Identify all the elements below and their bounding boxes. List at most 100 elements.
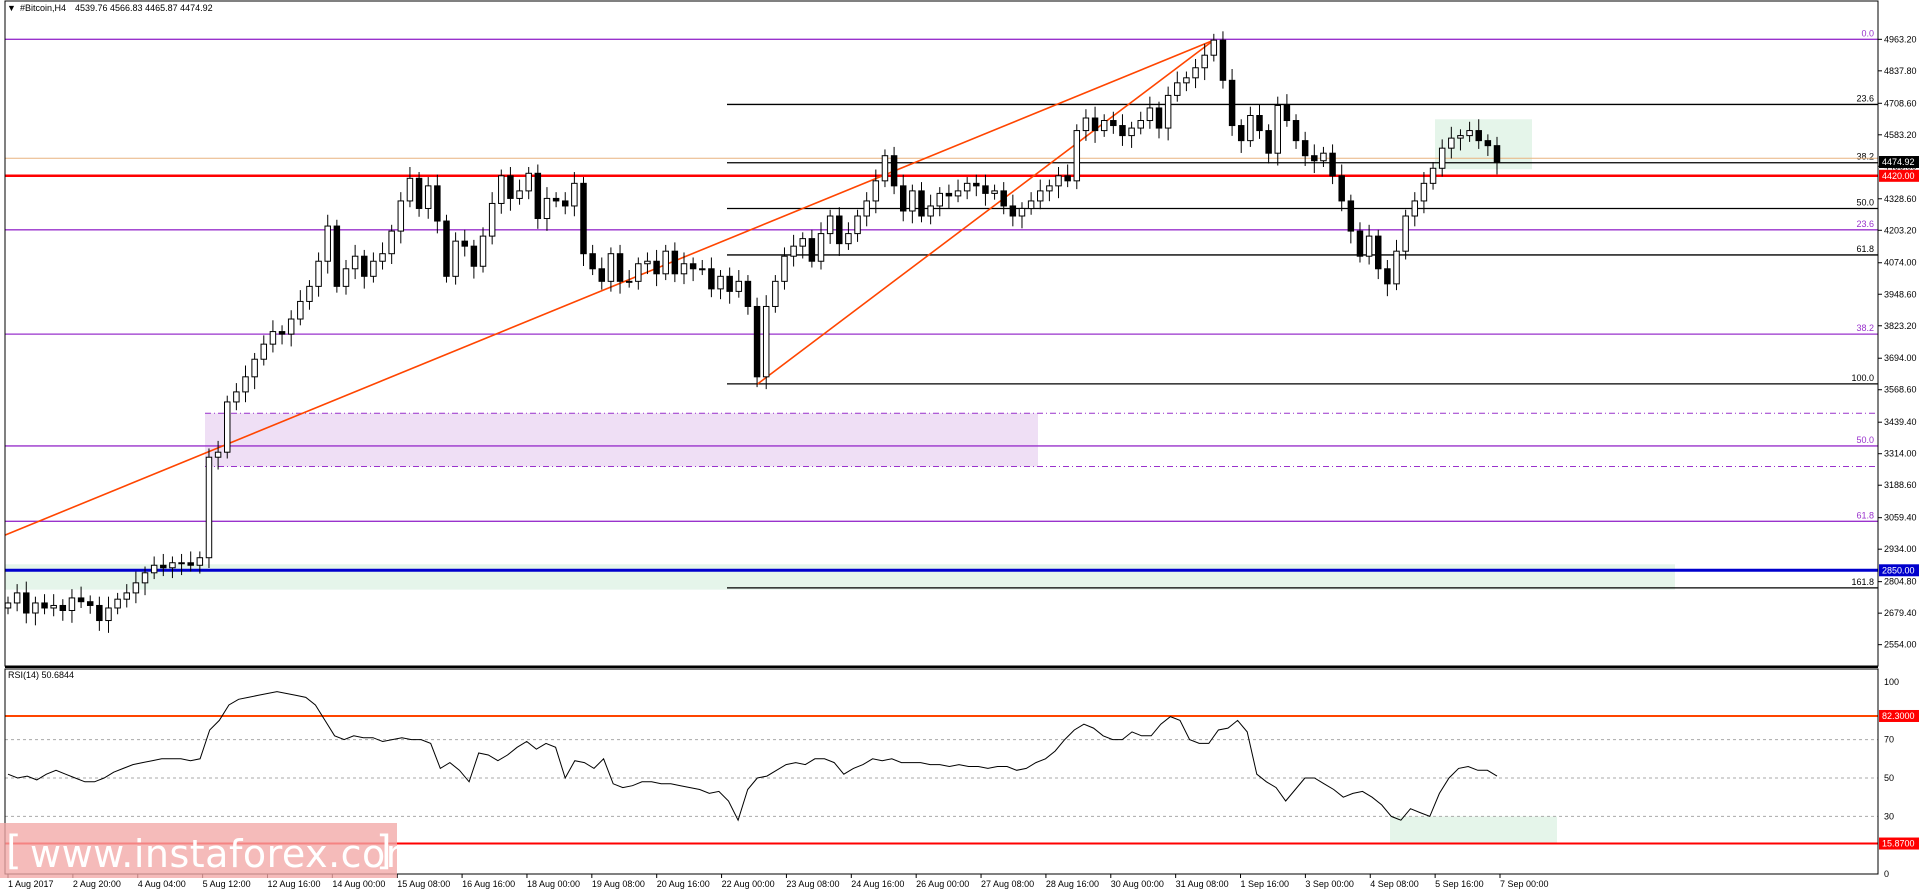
candle-body <box>342 268 350 287</box>
collapse-arrow-icon[interactable]: ▼ <box>7 3 16 13</box>
watermark-bracket-left: [ <box>6 828 22 874</box>
candle-body <box>671 250 679 275</box>
candle-body <box>680 263 688 275</box>
candle-body <box>909 190 916 212</box>
candle-body <box>187 562 194 566</box>
time-tick-label: 18 Aug 00:00 <box>527 879 580 889</box>
fib-small-label: 23.6 <box>1856 93 1874 103</box>
time-tick-label: 12 Aug 16:00 <box>267 879 320 889</box>
time-tick-label: 26 Aug 00:00 <box>916 879 969 889</box>
candle-body <box>552 197 560 202</box>
candle-body <box>1320 152 1327 162</box>
candle-body <box>1402 215 1409 252</box>
fib-small-label: 61.8 <box>1856 244 1874 254</box>
candle-body <box>872 180 880 202</box>
candle-body <box>141 572 149 584</box>
candle-body <box>498 175 505 204</box>
price-tick-label: 4328.60 <box>1884 194 1917 204</box>
candle-body <box>543 197 551 220</box>
candle-body <box>1311 155 1318 162</box>
time-tick-label: 28 Aug 16:00 <box>1046 879 1099 889</box>
candle-body <box>388 230 395 255</box>
candle-body <box>1183 77 1190 84</box>
rsi-layer: 100 70 50 30 0 82.3000 15.8700 <box>5 677 1919 879</box>
candle-body <box>1393 250 1400 285</box>
candle-body <box>1274 104 1282 154</box>
candle-body <box>278 331 286 335</box>
time-tick-label: 5 Aug 12:00 <box>203 879 251 889</box>
candle-body <box>1466 130 1473 137</box>
price-tick-label: 3314.00 <box>1884 449 1917 459</box>
time-tick-label: 2 Aug 20:00 <box>73 879 121 889</box>
candle-body <box>589 253 596 270</box>
levels-layer: 0.0 23.6 38.2 50.0 61.8 23.6 38.2 50.0 61.8 100.0… <box>4 28 1878 589</box>
candle-body <box>233 391 240 403</box>
rsi-green-zone <box>1390 816 1557 844</box>
candle-body <box>1384 268 1391 285</box>
purple-zone <box>205 413 1038 467</box>
price-tick-label: 4583.20 <box>1884 130 1917 140</box>
time-tick-label: 7 Sep 00:00 <box>1500 879 1549 889</box>
candle-body <box>963 182 971 192</box>
candle-body <box>123 592 130 600</box>
support-price-badge-bg <box>1879 169 1919 182</box>
candle-body <box>699 268 706 271</box>
blue-price-badge: 2850.00 <box>1882 565 1915 575</box>
candle-body <box>845 233 852 245</box>
candle-body <box>205 456 213 559</box>
candle-body <box>32 602 39 614</box>
candle-body <box>781 255 788 282</box>
candle-body <box>1055 175 1062 187</box>
price-tick-label: 4074.00 <box>1884 258 1917 268</box>
ohlc-readout: 4539.76 4566.83 4465.87 4474.92 <box>75 3 213 13</box>
candle-body <box>525 172 532 192</box>
candle-body <box>1146 107 1154 122</box>
candle-body <box>1237 125 1245 142</box>
candle-body <box>214 451 222 458</box>
fib-small-label: 161.8 <box>1851 577 1874 587</box>
candle-body <box>1283 104 1291 122</box>
candle-body <box>1457 135 1464 139</box>
candle-body <box>1475 130 1482 142</box>
candle-body <box>881 155 889 182</box>
rsi-line <box>7 691 1498 822</box>
candle-body <box>808 238 816 262</box>
candle-body <box>1009 205 1017 217</box>
candle-body <box>662 250 669 275</box>
watermark-bracket-right: ] <box>376 828 392 874</box>
fib-large-label: 38.2 <box>1856 323 1874 333</box>
candle-body <box>607 253 615 282</box>
candle-body <box>1046 185 1053 192</box>
candle-body <box>1210 39 1218 56</box>
candle-body <box>96 604 103 622</box>
candle-body <box>717 275 724 290</box>
candle-body <box>689 263 697 270</box>
rsi-lower-badge: 15.8700 <box>1882 839 1915 849</box>
candle-body <box>324 225 331 262</box>
candle-body <box>443 220 450 277</box>
candle-body <box>890 155 898 187</box>
candle-body <box>1338 175 1345 202</box>
candle-body <box>1091 117 1099 132</box>
candle-body <box>1329 152 1336 177</box>
time-tick-label: 4 Sep 08:00 <box>1370 879 1419 889</box>
time-tick-label: 1 Aug 2017 <box>8 879 54 889</box>
candle-body <box>936 192 944 207</box>
candle-body <box>4 602 12 609</box>
candle-body <box>1411 200 1419 217</box>
candle-body <box>635 263 642 282</box>
candle-body <box>1155 107 1163 129</box>
candle-body <box>899 185 907 212</box>
candle-body <box>644 260 651 265</box>
candle-body <box>424 185 432 209</box>
candle-body <box>836 215 843 245</box>
candle-body <box>1365 235 1373 257</box>
candle-body <box>854 215 861 235</box>
candle-body <box>571 182 578 207</box>
candle-body <box>1448 137 1455 149</box>
candle-body <box>598 268 606 282</box>
candle-body <box>1073 130 1081 182</box>
candle-body <box>1228 79 1236 127</box>
candle-body <box>1484 140 1492 147</box>
